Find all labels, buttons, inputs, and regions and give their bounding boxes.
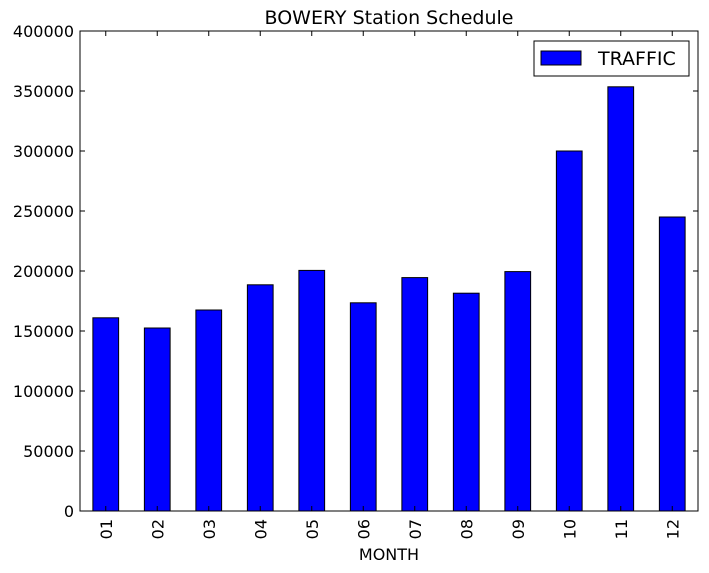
y-tick-label: 200000 [13, 262, 74, 281]
x-tick-label: 07 [406, 519, 425, 539]
y-tick-label: 150000 [13, 322, 74, 341]
x-tick-label: 05 [303, 519, 322, 539]
legend-label: TRAFFIC [597, 48, 676, 70]
y-tick-label: 400000 [13, 22, 74, 41]
x-tick-label: 08 [457, 519, 476, 539]
x-tick-label: 11 [612, 519, 631, 539]
x-tick-label: 06 [354, 519, 373, 539]
chart-title: BOWERY Station Schedule [265, 7, 514, 29]
legend-swatch [540, 50, 582, 66]
axis-ticks: 01 02 03 04 05 06 07 08 09 10 11 12 0 50000 100000 1500… [13, 22, 698, 539]
bar-05 [298, 269, 326, 512]
y-tick-label: 350000 [13, 82, 74, 101]
bar-10 [555, 150, 583, 512]
x-tick-label: 01 [97, 519, 116, 539]
bar-06 [349, 302, 377, 512]
bar-04 [246, 284, 274, 512]
x-tick-label: 12 [663, 519, 682, 539]
bar-12 [658, 216, 686, 512]
x-axis-label: MONTH [359, 545, 419, 564]
x-tick-label: 09 [509, 519, 528, 539]
bar-03 [195, 309, 223, 512]
y-tick-label: 100000 [13, 382, 74, 401]
bar-01 [92, 317, 120, 512]
bars [92, 86, 686, 512]
x-tick-label: 10 [560, 519, 579, 539]
y-tick-label: 300000 [13, 142, 74, 161]
x-tick-label: 02 [148, 519, 167, 539]
legend: TRAFFIC [533, 40, 690, 77]
bar-08 [452, 292, 480, 512]
bar-09 [504, 271, 532, 512]
y-tick-label: 0 [64, 502, 74, 521]
bar-02 [143, 327, 171, 512]
y-tick-label: 50000 [23, 442, 74, 461]
plot-frame [79, 30, 699, 512]
bar-11 [607, 86, 635, 512]
bar-07 [401, 277, 429, 512]
x-tick-label: 03 [200, 519, 219, 539]
x-tick-label: 04 [251, 519, 270, 539]
y-tick-label: 250000 [13, 202, 74, 221]
